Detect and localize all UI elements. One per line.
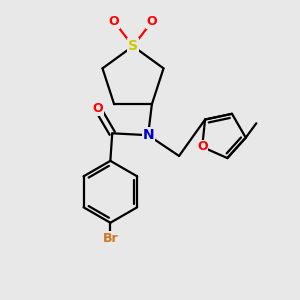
Text: S: S: [128, 39, 138, 53]
Text: N: N: [142, 128, 154, 142]
Text: O: O: [147, 15, 157, 28]
Text: O: O: [109, 15, 119, 28]
Text: O: O: [93, 102, 103, 115]
Text: Br: Br: [103, 232, 118, 245]
Text: O: O: [197, 140, 208, 153]
